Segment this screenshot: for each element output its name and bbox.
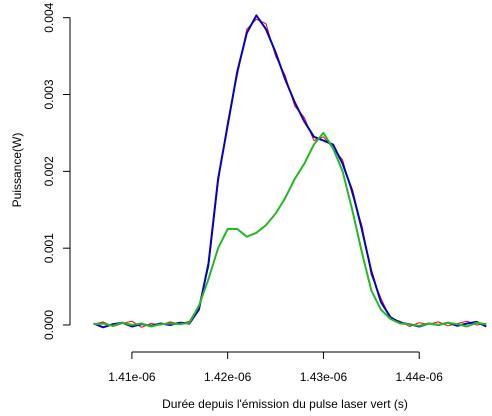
- y-tick-label: 0.003: [42, 79, 56, 109]
- y-tick-label: 0.001: [42, 233, 56, 263]
- x-tick-label: 1.43e-06: [300, 370, 348, 384]
- x-axis-label: Durée depuis l'émission du pulse laser v…: [162, 397, 408, 411]
- series-line: [93, 14, 487, 329]
- x-tick-label: 1.44e-06: [396, 370, 444, 384]
- x-tick-label: 1.41e-06: [108, 370, 156, 384]
- y-tick-label: 0.000: [42, 310, 56, 340]
- y-tick-label: 0.002: [42, 156, 56, 186]
- y-axis-label: Puissance(W): [10, 133, 24, 208]
- series-line: [93, 18, 487, 328]
- x-tick-label: 1.42e-06: [204, 370, 252, 384]
- series-line: [93, 131, 487, 328]
- y-tick-label: 0.004: [42, 2, 56, 32]
